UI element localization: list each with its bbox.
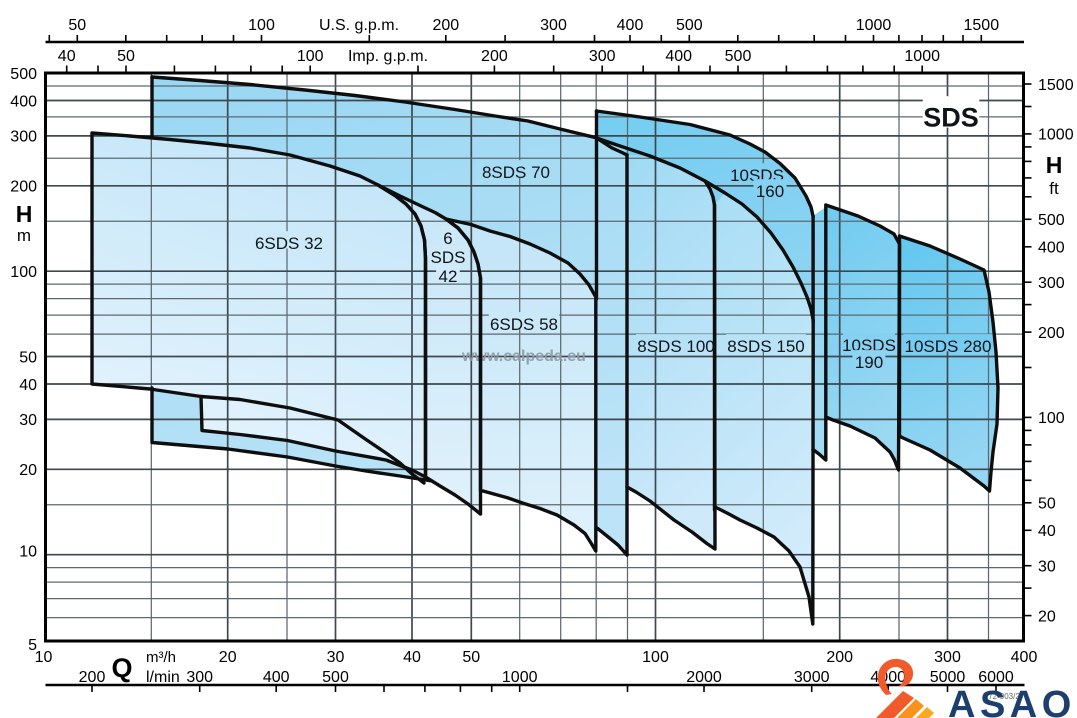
svg-text:l/min: l/min: [146, 669, 180, 686]
svg-text:20: 20: [219, 649, 237, 666]
svg-text:300: 300: [10, 129, 37, 146]
svg-text:200: 200: [826, 649, 853, 666]
svg-text:100: 100: [1038, 410, 1065, 427]
svg-text:5: 5: [28, 637, 37, 654]
svg-text:30: 30: [19, 412, 37, 429]
svg-text:100: 100: [297, 48, 324, 65]
svg-text:300: 300: [589, 48, 616, 65]
svg-text:400: 400: [1038, 240, 1065, 257]
svg-text:4000: 4000: [870, 669, 906, 686]
svg-text:50: 50: [68, 17, 86, 34]
svg-text:50: 50: [1038, 496, 1056, 513]
svg-text:50: 50: [19, 349, 37, 366]
svg-text:200: 200: [10, 179, 37, 196]
svg-text:1000: 1000: [904, 48, 940, 65]
svg-text:8SDS 150: 8SDS 150: [727, 337, 805, 356]
svg-text:100: 100: [642, 649, 669, 666]
svg-text:8SDS 70: 8SDS 70: [482, 163, 550, 182]
svg-text:100: 100: [10, 264, 37, 281]
svg-text:ASAO: ASAO: [948, 684, 1076, 718]
svg-text:6SDS 32: 6SDS 32: [255, 234, 323, 253]
svg-text:100: 100: [248, 17, 275, 34]
svg-text:6: 6: [443, 229, 452, 248]
svg-text:30: 30: [327, 649, 345, 666]
svg-text:400: 400: [1011, 649, 1038, 666]
svg-text:10SDS 280: 10SDS 280: [905, 337, 992, 356]
svg-text:6SDS 58: 6SDS 58: [490, 315, 558, 334]
svg-text:40: 40: [1038, 523, 1056, 540]
svg-text:40: 40: [403, 649, 421, 666]
svg-text:300: 300: [1038, 275, 1065, 292]
svg-text:10: 10: [35, 649, 53, 666]
svg-text:160: 160: [756, 182, 784, 201]
svg-text:1000: 1000: [856, 17, 892, 34]
svg-text:500: 500: [676, 17, 703, 34]
svg-text:300: 300: [186, 669, 213, 686]
svg-text:Q: Q: [111, 653, 132, 683]
svg-text:30: 30: [1038, 559, 1056, 576]
svg-text:H: H: [1046, 152, 1063, 178]
svg-text:1500: 1500: [1038, 77, 1074, 94]
svg-text:ft: ft: [1049, 179, 1059, 198]
svg-text:10: 10: [19, 544, 37, 561]
svg-text:20: 20: [19, 462, 37, 479]
svg-text:5000: 5000: [930, 669, 966, 686]
svg-text:500: 500: [1038, 212, 1065, 229]
svg-text:500: 500: [10, 66, 37, 83]
svg-text:40: 40: [58, 48, 76, 65]
svg-text:400: 400: [665, 48, 692, 65]
svg-text:20: 20: [1038, 608, 1056, 625]
svg-text:72-903/2: 72-903/2: [988, 692, 1020, 701]
svg-text:300: 300: [934, 649, 961, 666]
svg-text:40: 40: [19, 377, 37, 394]
svg-text:300: 300: [540, 17, 567, 34]
svg-text:200: 200: [481, 48, 508, 65]
svg-text:50: 50: [462, 649, 480, 666]
svg-text:www.calpeda.eu: www.calpeda.eu: [461, 348, 586, 365]
svg-text:50: 50: [117, 48, 135, 65]
svg-text:U.S. g.p.m.: U.S. g.p.m.: [319, 17, 399, 34]
svg-text:H: H: [16, 201, 33, 227]
svg-text:SDS: SDS: [431, 248, 466, 267]
svg-text:400: 400: [263, 669, 290, 686]
svg-text:500: 500: [322, 669, 349, 686]
svg-text:42: 42: [439, 267, 458, 286]
svg-text:1000: 1000: [1038, 127, 1074, 144]
svg-text:200: 200: [1038, 325, 1065, 342]
svg-text:8SDS 100: 8SDS 100: [637, 337, 715, 356]
svg-text:200: 200: [432, 17, 459, 34]
svg-text:m: m: [17, 226, 31, 245]
svg-text:500: 500: [725, 48, 752, 65]
svg-text:190: 190: [855, 353, 883, 372]
svg-text:Imp. g.p.m.: Imp. g.p.m.: [348, 48, 428, 65]
svg-text:3000: 3000: [794, 669, 830, 686]
svg-text:1500: 1500: [964, 17, 1000, 34]
svg-text:400: 400: [617, 17, 644, 34]
svg-text:200: 200: [79, 669, 106, 686]
svg-text:400: 400: [10, 93, 37, 110]
svg-text:SDS: SDS: [923, 103, 979, 133]
svg-text:6000: 6000: [978, 669, 1014, 686]
svg-text:1000: 1000: [502, 669, 538, 686]
svg-text:2000: 2000: [686, 669, 722, 686]
svg-text:m³/h: m³/h: [146, 649, 176, 666]
